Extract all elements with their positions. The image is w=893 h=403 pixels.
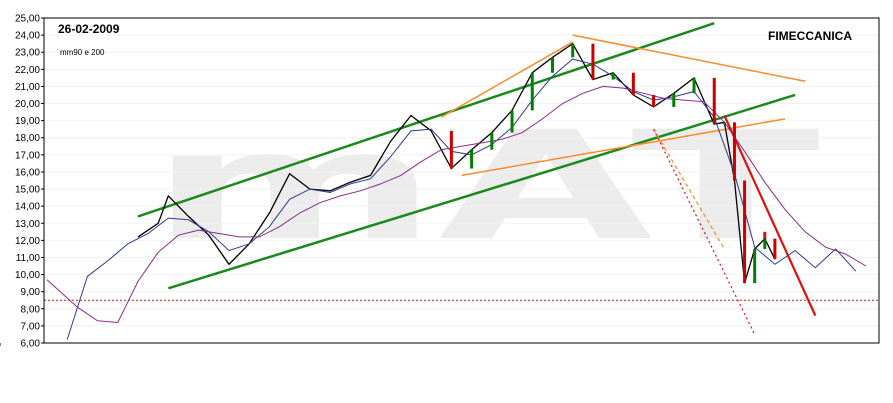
candle [631, 72, 635, 95]
y-tick-label: 11,00 [16, 253, 41, 264]
chart-date: 26-02-2009 [58, 22, 120, 36]
y-tick-label: 14,00 [15, 202, 40, 213]
y-tick-label: 10,00 [15, 270, 40, 281]
candle [530, 72, 534, 111]
candle [449, 130, 453, 169]
plot-frame [43, 17, 880, 344]
candle [732, 122, 736, 181]
y-tick-label: 12,00 [15, 236, 40, 247]
y-tick-label: 22,00 [15, 65, 40, 76]
y-tick-label: 19,00 [15, 116, 40, 127]
candle [652, 94, 656, 107]
y-tick-label: 23,00 [15, 48, 40, 59]
orange-target-trendline [653, 128, 725, 250]
y-tick-label: 25,00 [15, 14, 40, 25]
y-tick-label: 13,00 [15, 219, 40, 230]
candle [763, 238, 767, 249]
y-tick-label: 24,00 [15, 31, 40, 42]
chart-title: FIMECCANICA [768, 29, 852, 43]
green-lower-trendline [167, 93, 796, 290]
candle [550, 57, 554, 73]
series-price [137, 42, 776, 284]
candle [672, 93, 676, 107]
candle [692, 77, 696, 94]
red-down-trendline [723, 115, 817, 317]
y-axis: 6,00 7,00 8,00 9,00 10,00 11,00 12,00 13,00 14,0… [15, 14, 44, 350]
green-upper-trendline [137, 21, 715, 218]
y-tick-label: 18,00 [15, 133, 40, 144]
y-tick-label: 20,00 [15, 99, 40, 110]
y-tick-label: 15,00 [15, 185, 40, 196]
candle [712, 77, 716, 125]
red-dotted-trendline [653, 128, 756, 335]
candle [773, 238, 777, 260]
series-mm90 [66, 58, 857, 340]
candle [722, 122, 726, 125]
candle [510, 110, 514, 133]
candle [743, 180, 747, 284]
series-mm200 [46, 85, 867, 324]
orange-resistance-trendline [572, 34, 806, 83]
candle-marks [449, 43, 777, 284]
candle [753, 248, 757, 284]
y-tick-label: 9,00 [21, 287, 41, 298]
y-tick-label: 17,00 [15, 150, 40, 161]
chart-subtitle: mm90 e 200 [60, 48, 105, 57]
y-tick-label: 8,00 [21, 304, 41, 315]
orange-rise-trendline [440, 41, 574, 118]
candle [611, 72, 615, 80]
candle [591, 43, 595, 80]
trend-lines [44, 21, 879, 335]
watermark-text: mAT [150, 100, 820, 274]
candle [490, 132, 494, 150]
horizontal-gridlines [44, 34, 879, 327]
data-series [46, 42, 867, 340]
y-tick-label: 16,00 [15, 167, 40, 178]
candle [470, 149, 474, 169]
y-tick-label: 21,00 [15, 82, 40, 93]
y-tick-label: 6,00 [21, 339, 41, 350]
y-tick-label: 7,00 [21, 321, 41, 332]
candle [571, 43, 575, 58]
